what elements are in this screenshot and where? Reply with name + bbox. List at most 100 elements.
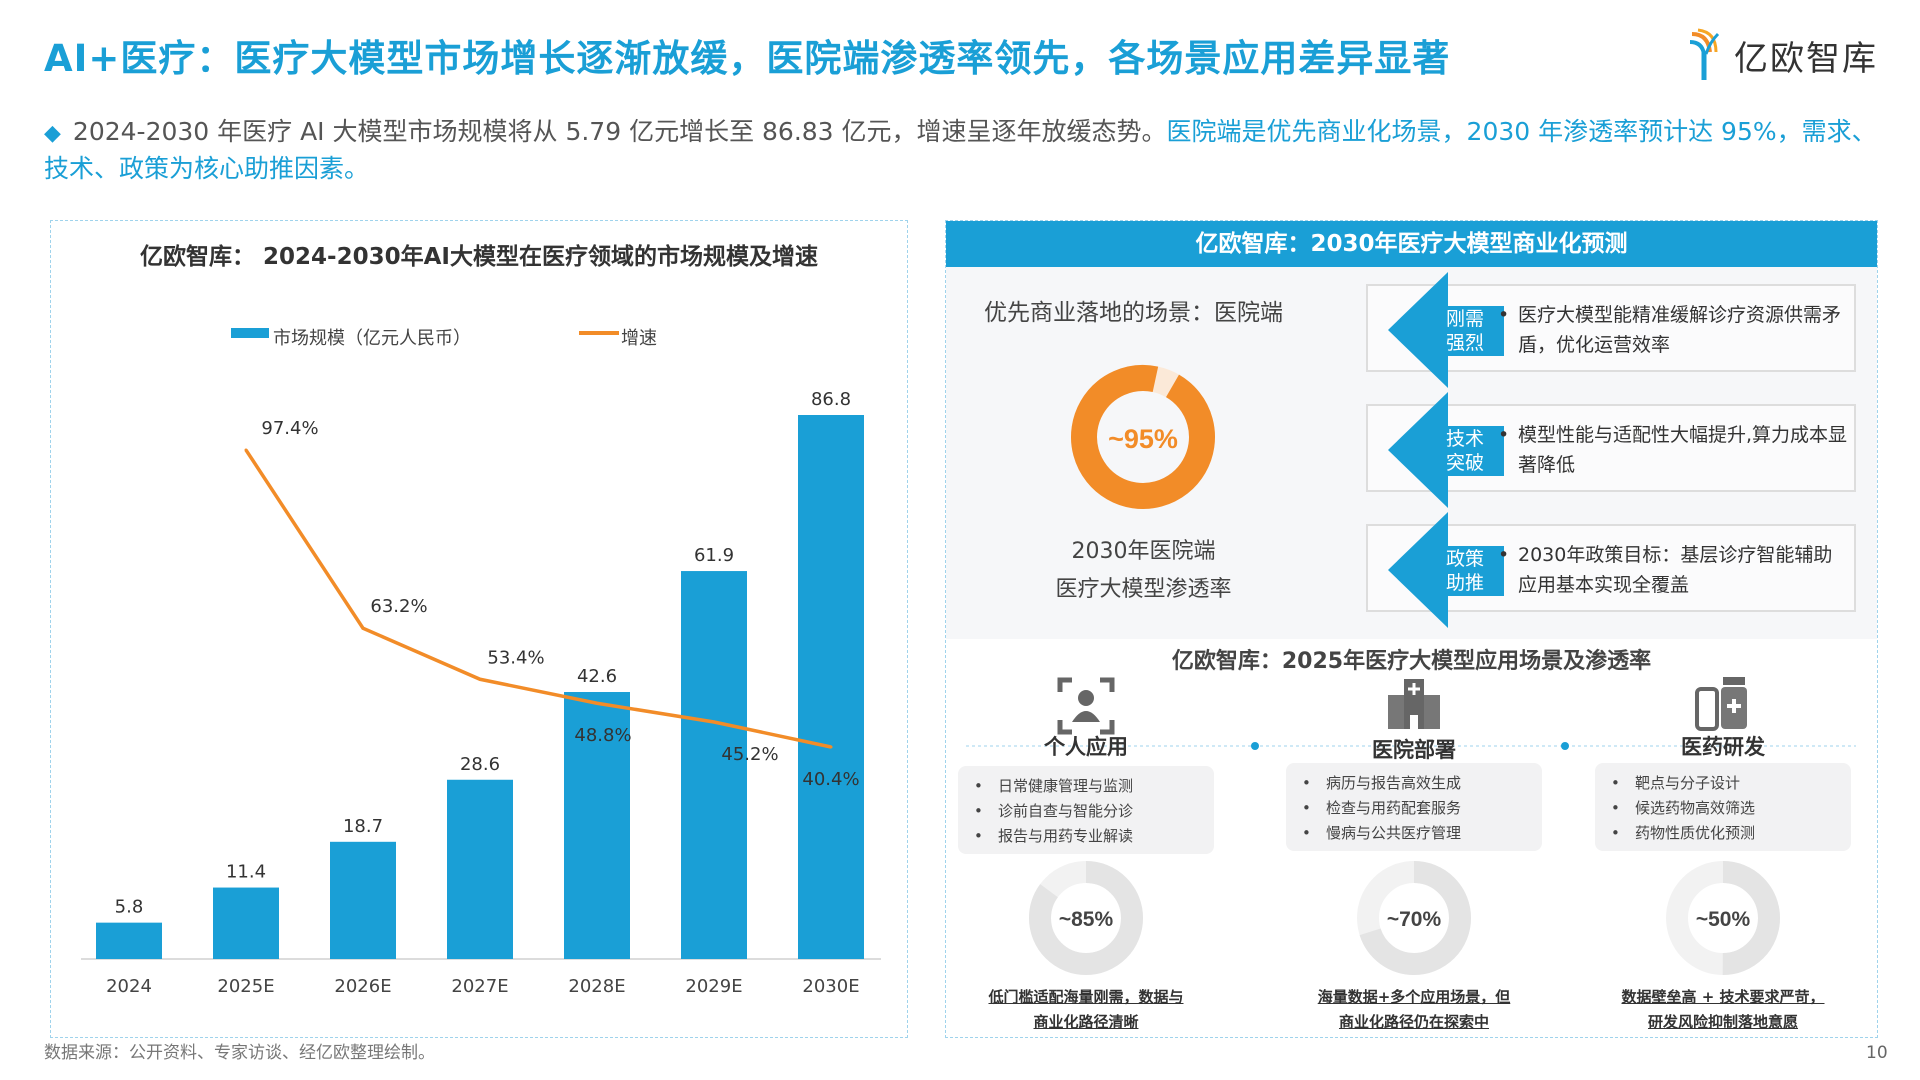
scenario-label: 个人应用 (1044, 735, 1128, 759)
tag-line-2: 强烈 (1445, 332, 1484, 354)
scenario-items: 靶点与分子设计候选药物高效筛选药物性质优化预测 (1595, 763, 1851, 851)
diamond-bullet-icon: ◆ (44, 121, 61, 146)
x-tick-label: 2029E (685, 976, 742, 997)
summary-part1: 2024-2030 年医疗 AI 大模型市场规模将从 5.79 亿元增长至 86… (72, 117, 1167, 146)
x-tick-label: 2024 (106, 976, 152, 997)
logo: 亿欧智库 (1688, 28, 1878, 82)
x-tick-label: 2027E (451, 976, 508, 997)
growth-point (244, 448, 248, 452)
data-source: 数据来源：公开资料、专家访谈、经亿欧整理绘制。 (44, 1043, 435, 1063)
timeline-divider (966, 742, 1856, 750)
donut-caption-1: 2030年医院端 (1071, 539, 1216, 564)
x-tick-label: 2025E (217, 976, 274, 997)
growth-point (478, 677, 482, 681)
market-chart-panel: 市场规模（亿元人民币） 增速 5.8 2024 11.4 2025E 18.7 2026E 28… (50, 220, 908, 1038)
tag-line-2: 助推 (1445, 572, 1484, 594)
forecast-upper: 优先商业落地的场景：医院端 ~95% 2030年医院端 医疗大模型渗透率 刚需强… (946, 267, 1877, 639)
bar-2026E (330, 841, 396, 959)
scenario-item: 候选药物高效筛选 (1611, 796, 1851, 821)
yiou-logo-icon (1689, 28, 1720, 80)
growth-label: 45.2% (721, 744, 778, 765)
driver-tag: 刚需 强烈 (1426, 306, 1504, 356)
page-number: 10 (1866, 1043, 1888, 1063)
chart-title: 亿欧智库： 2024-2030年AI大模型在医疗领域的市场规模及增速 (140, 244, 818, 270)
donut-caption-2: 医疗大模型渗透率 (1055, 577, 1232, 602)
bar-label: 86.8 (811, 389, 851, 410)
scenario-rate: ~70% (1387, 908, 1442, 931)
growth-point (829, 745, 833, 749)
bar-label: 28.6 (460, 754, 500, 775)
growth-point (595, 701, 599, 705)
summary: ◆ 2024-2030 年医疗 AI 大模型市场规模将从 5.79 亿元增长至 8… (44, 114, 1884, 186)
scenario-item: 日常健康管理与监测 (974, 774, 1214, 799)
tag-line-1: 政策 (1445, 548, 1484, 570)
left-arrow-icon (1388, 272, 1448, 388)
person-scan-icon (1057, 677, 1115, 735)
scenario-item: 慢病与公共医疗管理 (1302, 821, 1542, 846)
scenario-item: 报告与用药专业解读 (974, 824, 1214, 849)
legend-bar-swatch (231, 328, 269, 338)
growth-label: 40.4% (802, 769, 859, 790)
bar-2027E (447, 779, 513, 959)
donut-label: ~95% (1108, 424, 1178, 454)
caption-line-2: 研发风险抑制落地意愿 (1647, 1013, 1798, 1031)
caption-line-2: 商业化路径仍在探索中 (1338, 1013, 1489, 1031)
priority-scene: 优先商业落地的场景：医院端 (984, 300, 1283, 326)
scenario-item: 病历与报告高效生成 (1302, 771, 1542, 796)
bar-label: 11.4 (226, 862, 266, 883)
tag-line-1: 技术 (1445, 428, 1484, 450)
legend-bar-label: 市场规模（亿元人民币） (273, 328, 471, 349)
page-title: AI+医疗：医疗大模型市场增长逐渐放缓，医院端渗透率领先，各场景应用差异显著 (44, 37, 1451, 80)
scenario-rate: ~50% (1696, 908, 1751, 931)
caption-line-2: 商业化路径清晰 (1033, 1013, 1139, 1031)
logo-text: 亿欧智库 (1734, 38, 1878, 79)
left-arrow-icon (1388, 392, 1448, 508)
scenario-item: 检查与用药配套服务 (1302, 796, 1542, 821)
donut-value (1071, 365, 1215, 509)
growth-point (361, 626, 365, 630)
tag-line-1: 刚需 (1445, 308, 1484, 330)
legend-line-label: 增速 (621, 328, 657, 349)
growth-line (244, 449, 832, 749)
scenario-caption: 数据壁垒高 + 技术要求严苛， 研发风险抑制落地意愿 (1573, 985, 1873, 1035)
scenario-section-title: 亿欧智库：2025年医疗大模型应用场景及渗透率 (1171, 649, 1652, 674)
summary-part2: 医院端是优先商业化场景，2030 年渗透率预计达 95%，需求、技术、政策为核心… (44, 117, 1877, 183)
market-chart: 市场规模（亿元人民币） 增速 5.8 2024 11.4 2025E 18.7 2026E 28… (81, 328, 881, 997)
tag-line-2: 突破 (1445, 452, 1484, 474)
growth-label: 48.8% (574, 725, 631, 746)
scenario-rate: ~85% (1059, 908, 1114, 931)
bar-2029E (681, 571, 747, 959)
scenario-donut: ~70% (1357, 861, 1471, 975)
bar-2030E (798, 415, 864, 959)
caption-line-1: 海量数据+多个应用场景，但 (1317, 988, 1511, 1006)
caption-line-1: 数据壁垒高 + 技术要求严苛， (1621, 988, 1825, 1006)
growth-point (712, 720, 716, 724)
x-tick-label: 2030E (802, 976, 859, 997)
driver-tag: 技术 突破 (1426, 426, 1504, 476)
scenario-items: 日常健康管理与监测诊前自查与智能分诊报告与用药专业解读 (958, 766, 1214, 854)
bar-2025E (213, 887, 279, 959)
donut-value (1357, 861, 1471, 975)
scenario-item: 诊前自查与智能分诊 (974, 799, 1214, 824)
left-arrow-icon (1388, 512, 1448, 628)
hospital-icon (1388, 679, 1440, 729)
forecast-header: 亿欧智库：2030年医疗大模型商业化预测 (946, 221, 1877, 267)
caption-line-1: 低门槛适配海量刚需，数据与 (988, 988, 1184, 1006)
x-tick-label: 2026E (334, 976, 391, 997)
scenario-item: 药物性质优化预测 (1611, 821, 1851, 846)
growth-label: 63.2% (370, 596, 427, 617)
scenario-item: 靶点与分子设计 (1611, 771, 1851, 796)
bar-label: 42.6 (577, 666, 617, 687)
hospital-donut: ~95% (1071, 365, 1215, 509)
scenario-donut: ~50% (1666, 861, 1780, 975)
bar-2024 (96, 922, 162, 959)
medicine-icon (1695, 677, 1747, 731)
scenario-caption: 低门槛适配海量刚需，数据与 商业化路径清晰 (936, 985, 1236, 1035)
scenario-label: 医药研发 (1681, 735, 1765, 759)
donut-value (1666, 861, 1780, 975)
scenario-items: 病历与报告高效生成检查与用药配套服务慢病与公共医疗管理 (1286, 763, 1542, 851)
scenario-label: 医院部署 (1372, 738, 1456, 762)
